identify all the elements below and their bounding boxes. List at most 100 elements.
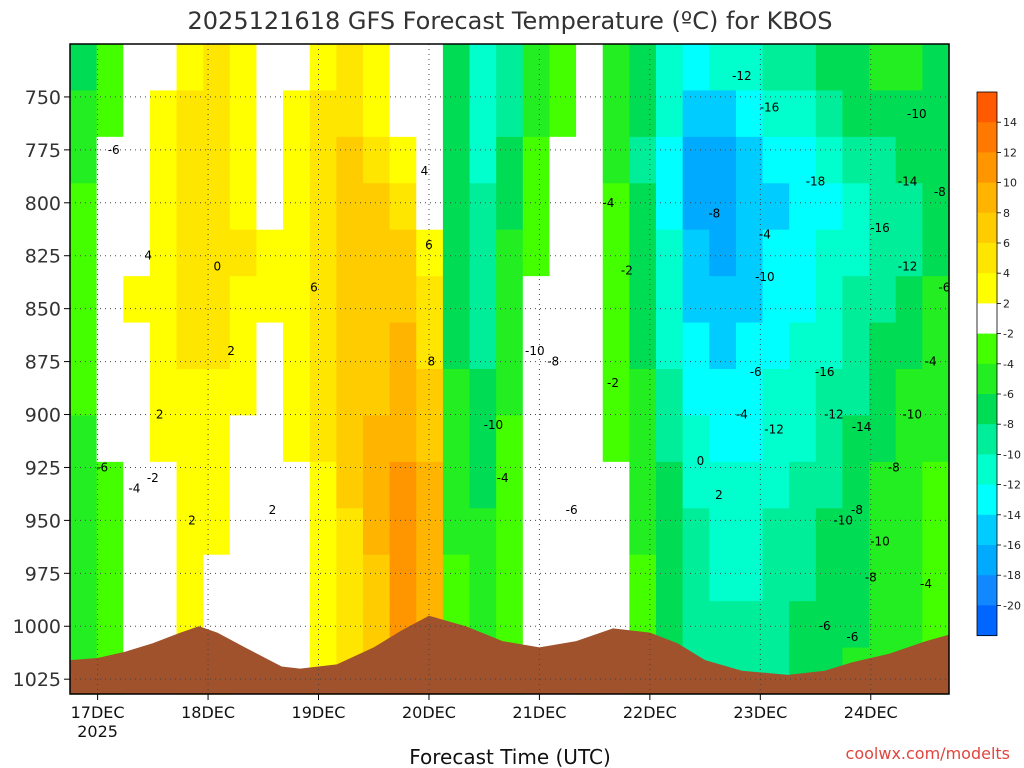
field-cell [70, 322, 98, 370]
field-cell [656, 276, 684, 324]
field-cell [629, 276, 657, 324]
field-cell [336, 461, 364, 509]
field-cell [895, 90, 923, 138]
field-cell [256, 369, 284, 417]
field-cell [922, 554, 950, 602]
field-cell [416, 136, 444, 184]
field-cell [602, 415, 630, 463]
field-cell [70, 276, 98, 324]
field-cell [842, 554, 870, 602]
field-cell [762, 461, 790, 509]
contour-label: -8 [865, 571, 877, 585]
field-cell [309, 415, 337, 463]
field-cell [656, 508, 684, 556]
field-cell [203, 183, 231, 231]
field-cell [123, 136, 151, 184]
field-cell [922, 183, 950, 231]
field-cell [922, 136, 950, 184]
field-cell [735, 369, 764, 417]
field-cell [442, 415, 471, 463]
field-cell [416, 229, 444, 277]
field-cell [176, 183, 204, 231]
contour-label: 0 [697, 454, 705, 468]
field-cell [602, 136, 630, 184]
field-cell [70, 554, 98, 602]
field-cell [735, 276, 764, 324]
field-cell [389, 415, 417, 463]
field-cell [229, 229, 258, 277]
field-cell [789, 369, 817, 417]
field-cell [203, 276, 231, 324]
colorbar-label: -6 [1003, 388, 1014, 401]
field-cell [442, 461, 471, 509]
colorbar-label: 6 [1003, 237, 1010, 250]
field-cell [815, 369, 844, 417]
field-cell [735, 554, 764, 602]
field-cell [895, 415, 923, 463]
field-cell [735, 601, 764, 649]
field-cell [869, 229, 897, 277]
field-cell [123, 183, 151, 231]
field-cell [96, 508, 124, 556]
contour-label: -10 [870, 535, 890, 549]
field-cell [709, 276, 737, 324]
contour-label: -12 [732, 69, 752, 83]
colorbar-label: -2 [1003, 328, 1014, 341]
field-cell [96, 369, 124, 417]
field-cell [70, 136, 98, 184]
field-cell [469, 44, 497, 92]
field-cell [656, 44, 684, 92]
field-cell [895, 44, 923, 92]
contour-label: 8 [427, 355, 435, 369]
field-cell [869, 183, 897, 231]
y-tick-label: 1000 [13, 616, 61, 638]
field-cell [416, 508, 444, 556]
field-cell [336, 44, 364, 92]
field-cell [309, 136, 337, 184]
field-cell [922, 508, 950, 556]
x-axis: 17DEC 18DEC 19DEC 20DEC 21DEC 22DEC 23DEC 24DEC… [71, 694, 898, 741]
field-cell [549, 554, 577, 602]
field-cell [416, 554, 444, 602]
field-cell [283, 322, 311, 370]
field-cell [789, 415, 817, 463]
field-cell [363, 183, 391, 231]
field-cell [549, 601, 577, 649]
field-cell [123, 229, 151, 277]
field-cell [522, 229, 551, 277]
field-cell [789, 461, 817, 509]
field-cell [602, 183, 630, 231]
contour-label: 2 [715, 488, 723, 502]
field-cell [442, 44, 471, 92]
field-cell [469, 229, 497, 277]
field-cell [123, 415, 151, 463]
field-cell [203, 369, 231, 417]
field-cell [442, 508, 471, 556]
field-cell [96, 415, 124, 463]
x-tick-year: 2025 [77, 722, 118, 741]
field-cell [895, 369, 923, 417]
field-cell [656, 183, 684, 231]
field-cell [363, 44, 391, 92]
field-cell [629, 322, 657, 370]
field-cell [922, 276, 950, 324]
contour-label: 4 [144, 249, 152, 263]
field-cell [522, 601, 551, 649]
field-cell [869, 461, 897, 509]
y-tick-label: 875 [25, 352, 61, 374]
field-cell [735, 136, 764, 184]
y-tick-label: 850 [25, 299, 61, 321]
field-cell [656, 461, 684, 509]
field-cell [629, 369, 657, 417]
field-cell [496, 601, 524, 649]
field-cell [895, 183, 923, 231]
field-cell [469, 369, 497, 417]
field-cell [123, 461, 151, 509]
field-cell [789, 229, 817, 277]
field-cell [815, 508, 844, 556]
field-cell [336, 229, 364, 277]
field-cell [70, 183, 98, 231]
field-cell [735, 415, 764, 463]
field-cell [309, 90, 337, 138]
x-tick-label: 20DEC [402, 703, 456, 722]
